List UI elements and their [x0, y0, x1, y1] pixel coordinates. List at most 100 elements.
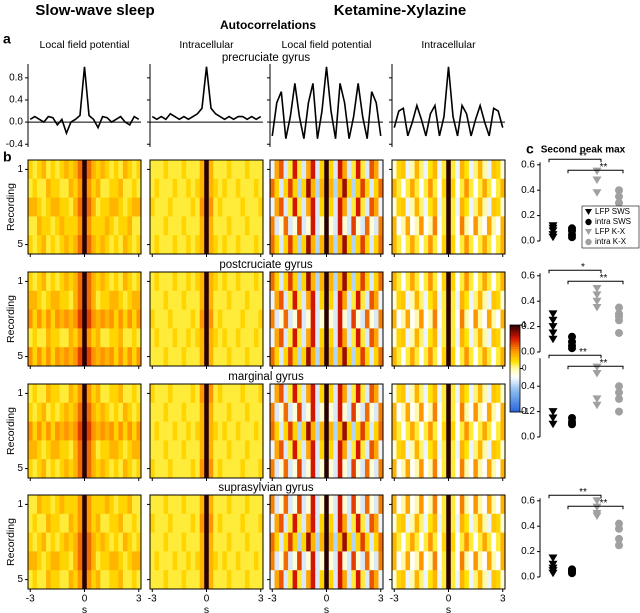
- colorbar-slice: [510, 368, 520, 371]
- heatmap-cell: [50, 160, 56, 180]
- heatmap-cell: [279, 197, 284, 217]
- heatmap-cell: [500, 384, 506, 404]
- heatmap-cell: [190, 570, 196, 590]
- heatmap-cell: [301, 532, 307, 552]
- heatmap-cell: [405, 160, 411, 180]
- heatmap-cell: [486, 440, 492, 460]
- heatmap-cell: [113, 513, 119, 533]
- heatmap-cell: [491, 384, 497, 404]
- heatmap-cell: [59, 384, 65, 404]
- heatmap-cell: [473, 459, 479, 479]
- heatmap-cell: [159, 495, 164, 515]
- heatmap-cell: [500, 216, 506, 236]
- heatmap-cell: [131, 532, 137, 552]
- heatmap-cell: [59, 272, 65, 292]
- heatmap-cell: [109, 290, 115, 310]
- heatmap-cell: [495, 290, 501, 310]
- heatmap-cell: [482, 459, 488, 479]
- heatmap-cell: [450, 328, 456, 348]
- heatmap-cell: [419, 532, 425, 552]
- heatmap-cell: [226, 272, 232, 292]
- heatmap-cell: [279, 160, 284, 180]
- heatmap-cell: [355, 513, 361, 533]
- heatmap-cell: [181, 197, 187, 217]
- heatmap-cell: [437, 347, 443, 367]
- heatmap-cell: [419, 384, 425, 404]
- heatmap-cell: [369, 402, 375, 422]
- heatmap-cell: [208, 421, 214, 441]
- heatmap-cell: [432, 402, 438, 422]
- heatmap-cell: [441, 551, 447, 571]
- heatmap-cell: [32, 570, 38, 590]
- data-point: [592, 176, 602, 185]
- heatmap-cell: [437, 328, 443, 348]
- heatmap-cell: [401, 402, 406, 422]
- heatmap-cell: [37, 570, 42, 590]
- y-tick-label: 5: [17, 239, 23, 250]
- significance-bracket: [548, 494, 602, 499]
- heatmap-cell: [405, 551, 411, 571]
- y-tick-label: 0.4: [521, 381, 535, 392]
- heatmap-cell: [131, 178, 137, 198]
- heatmap-cell: [432, 551, 438, 571]
- heatmap-cell: [172, 178, 178, 198]
- legend-label: LFP SWS: [595, 207, 630, 216]
- heatmap-cell: [50, 290, 56, 310]
- heatmap-cell: [364, 570, 370, 590]
- heatmap-cell: [464, 440, 470, 460]
- heatmap-cell: [310, 309, 316, 329]
- heatmap-cell: [324, 160, 330, 180]
- colorbar-slice: [510, 340, 520, 343]
- heatmap-cell: [91, 160, 97, 180]
- heatmap-cell: [270, 347, 275, 367]
- heatmap-cell: [315, 421, 321, 441]
- heatmap-cell: [231, 532, 237, 552]
- heatmap-cell: [100, 235, 106, 255]
- heatmap-cell: [195, 551, 201, 571]
- heatmap-cell: [301, 570, 307, 590]
- heatmap-cell: [122, 570, 128, 590]
- heatmap-cell: [378, 513, 384, 533]
- significance-bracket: [548, 158, 602, 163]
- heatmap-cell: [486, 328, 492, 348]
- heatmap-cell: [405, 495, 411, 515]
- heatmap-cell: [333, 402, 339, 422]
- heatmap-cell: [195, 347, 201, 367]
- heatmap-cell: [292, 459, 298, 479]
- heatmap-cell: [351, 532, 357, 552]
- heatmap-cell: [346, 347, 352, 367]
- heatmap-cell: [482, 532, 488, 552]
- heatmap-cell: [423, 402, 429, 422]
- colorbar-slice: [510, 366, 520, 369]
- heatmap-cell: [324, 495, 330, 515]
- heatmap-cell: [410, 402, 415, 422]
- heatmap-cell: [464, 178, 470, 198]
- heatmap-cell: [177, 384, 183, 404]
- heatmap-cell: [195, 328, 201, 348]
- heatmap-cell: [306, 197, 312, 217]
- heatmap-cell: [41, 421, 47, 441]
- heatmap-cell: [274, 216, 280, 236]
- significance-label: **: [579, 487, 587, 498]
- heatmap-cell: [95, 272, 101, 292]
- heatmap-cell: [199, 328, 205, 348]
- heatmap-cell: [306, 328, 312, 348]
- heatmap-cell: [432, 384, 438, 404]
- heatmap-cell: [495, 347, 501, 367]
- heatmap-cell: [495, 532, 501, 552]
- heatmap-cell: [369, 290, 375, 310]
- heatmap-cell: [405, 532, 411, 552]
- heatmap-cell: [109, 384, 115, 404]
- heatmap-cell: [274, 421, 280, 441]
- heatmap-cell: [59, 459, 65, 479]
- heatmap-cell: [473, 551, 479, 571]
- heatmap-cell: [82, 495, 88, 515]
- heatmap-cell: [240, 328, 246, 348]
- heatmap-cell: [410, 197, 415, 217]
- data-point: [548, 420, 558, 429]
- heatmap-cell: [378, 459, 384, 479]
- heatmap-cell: [150, 197, 155, 217]
- heatmap-cell: [204, 532, 210, 552]
- heatmap-cell: [240, 216, 246, 236]
- heatmap-cell: [222, 551, 228, 571]
